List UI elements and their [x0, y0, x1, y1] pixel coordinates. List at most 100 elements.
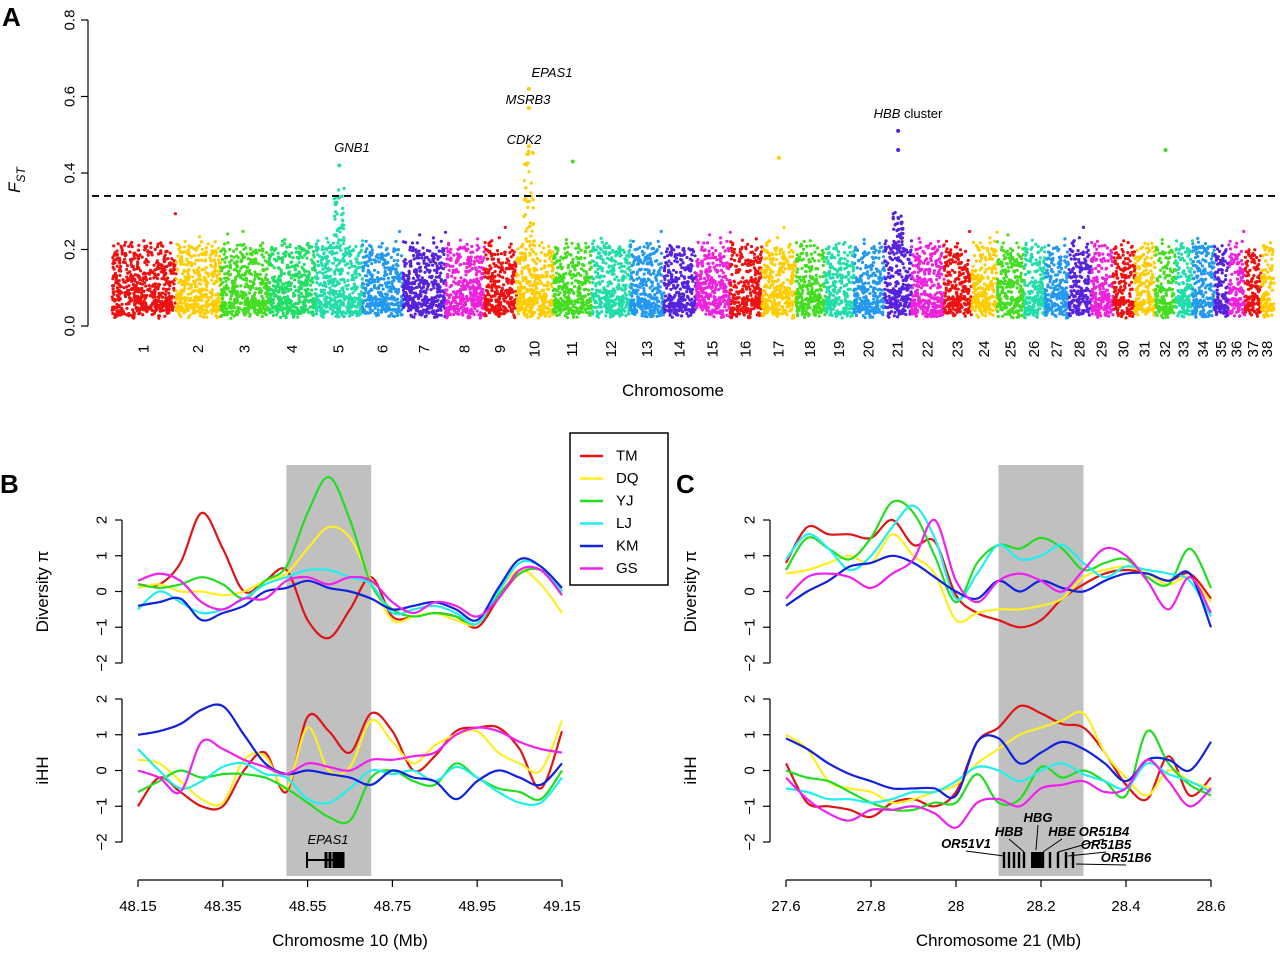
chromosome-label: 15: [705, 341, 722, 358]
chromosome-label: 20: [861, 341, 878, 358]
gene-arrow: [1075, 863, 1127, 866]
chromosome-points-10: [515, 239, 555, 320]
gene-exon: [335, 852, 339, 868]
chromosome-label: 35: [1213, 341, 1230, 358]
chromosome-label: 38: [1259, 341, 1276, 358]
panel-letter-b: B: [0, 469, 19, 499]
gene-bar: [1041, 852, 1045, 868]
chromosome-points-12: [590, 236, 633, 319]
legend-label-gs: GS: [616, 560, 638, 577]
y-tick-label: 0.2: [62, 239, 79, 260]
snp-points: [110, 86, 1276, 320]
x-tick-label: 48.75: [374, 898, 412, 915]
y-tick-label: 0.4: [62, 163, 79, 184]
legend-label-km: KM: [616, 538, 639, 555]
chromosome-points-27: [1043, 237, 1071, 320]
chromosome-label: 21: [890, 341, 907, 358]
chromosome-points-11: [551, 238, 594, 320]
y-tick-label: 2: [742, 695, 759, 703]
chromosome-points-3: [219, 229, 271, 320]
gene-annotation: EPAS1: [532, 65, 573, 80]
chromosome-label: 1: [136, 345, 153, 353]
gene-arrow: [1008, 838, 1025, 853]
y-tick-label: 0.0: [62, 316, 79, 337]
peak-streak: [332, 186, 346, 245]
gene-arrow: [1042, 838, 1063, 853]
y-tick-label: −1: [742, 619, 759, 636]
series-line-gs: [137, 726, 563, 795]
chromosome-label: 18: [802, 341, 819, 358]
y-tick-label: 1: [94, 731, 111, 739]
x-tick-label: 48.95: [458, 898, 496, 915]
chromosome-points-6: [361, 229, 405, 318]
gene-bar: [1048, 852, 1052, 868]
chromosome-label: 30: [1116, 341, 1133, 358]
chromosome-points-31: [1133, 241, 1157, 317]
x-axis-title: Chromosme 10 (Mb): [272, 931, 428, 950]
series-line-tm: [785, 704, 1212, 819]
gene-bar: [1002, 852, 1006, 868]
gene-bar: [1056, 852, 1060, 868]
chromosome-label: 24: [976, 341, 993, 358]
chromosome-points-14: [662, 243, 698, 319]
gene-arrow: [1067, 851, 1107, 857]
peak-point: [526, 86, 531, 91]
chromosome-points-4: [267, 238, 318, 320]
chromosome-points-29: [1089, 239, 1115, 319]
epas1-label: EPAS1: [308, 832, 349, 847]
peak-point: [896, 128, 901, 133]
chromosome-label: 16: [738, 341, 755, 358]
y-tick-label: −2: [94, 654, 111, 671]
chromosome-points-9: [482, 225, 519, 320]
series-line-gs: [137, 565, 563, 618]
y-tick-label: 0.8: [62, 10, 79, 31]
y-tick-label: 1: [742, 552, 759, 560]
chromosome-label: 10: [526, 341, 543, 358]
chromosome-points-37: [1243, 248, 1263, 318]
series-line-dq: [137, 718, 564, 807]
chromosome-label: 5: [331, 345, 348, 353]
peak-point: [337, 163, 342, 168]
chromosome-label: 13: [639, 341, 656, 358]
panel-letter-a: A: [2, 2, 21, 32]
chromosome-label: 37: [1245, 341, 1262, 358]
y-axis-title: Diversity π: [33, 551, 52, 633]
y-tick-label: 1: [94, 552, 111, 560]
gene-block: [1031, 852, 1042, 868]
y-tick-label: 1: [742, 731, 759, 739]
chromosome-points-28: [1067, 225, 1093, 318]
series-line-lj: [785, 761, 1212, 804]
chromosome-label: 27: [1049, 341, 1066, 358]
legend-box: [569, 432, 669, 586]
y-tick-label: −2: [94, 833, 111, 850]
gene-bar: [1012, 852, 1016, 868]
y-tick-label: 2: [94, 516, 111, 524]
chromosome-points-19: [823, 240, 856, 320]
y-tick-label: −1: [94, 798, 111, 815]
x-tick-label: 28.6: [1196, 898, 1225, 915]
chromosome-label: 17: [770, 341, 787, 358]
y-tick-label: −2: [742, 654, 759, 671]
gene-arrow: [1057, 838, 1105, 853]
chromosome-points-8: [444, 237, 487, 320]
series-line-tm: [137, 711, 564, 811]
legend-label-yj: YJ: [616, 493, 634, 510]
chromosome-label: 6: [374, 345, 391, 353]
gene-bar: [1071, 852, 1075, 868]
x-tick-label: 28.4: [1111, 898, 1140, 915]
gene-label-hbb: HBB: [995, 824, 1023, 839]
gene-bar: [1064, 852, 1068, 868]
chromosome-points-13: [628, 229, 666, 319]
gene-exon: [332, 852, 336, 868]
chromosome-points-26: [1022, 238, 1047, 320]
chromosome-points-36: [1227, 229, 1247, 318]
chromosome-label: 3: [236, 345, 253, 353]
chromosome-points-20: [852, 238, 887, 320]
gene-exon: [338, 852, 342, 868]
series-line-dq: [785, 710, 1212, 805]
x-tick-label: 48.55: [289, 898, 327, 915]
legend-label-lj: LJ: [616, 515, 632, 532]
chromosome-points-25: [995, 233, 1026, 320]
y-axis-title: iHH: [33, 756, 52, 784]
